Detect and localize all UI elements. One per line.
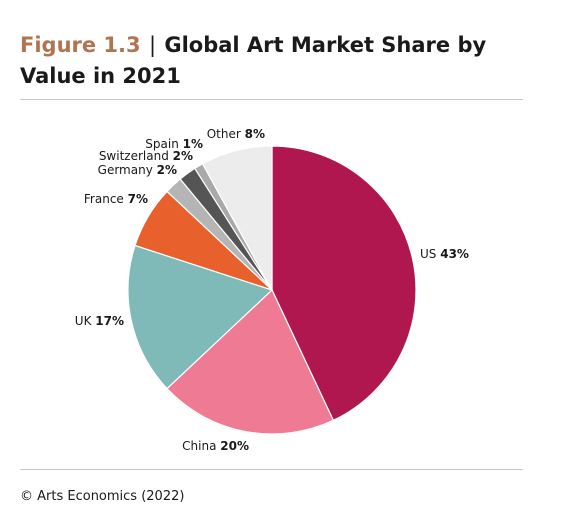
figure-header: Figure 1.3 | Global Art Market Share by … [20, 30, 530, 92]
slice-label-name: China [182, 439, 220, 453]
slice-label-name: US [420, 247, 440, 261]
slice-label-uk: UK 17% [75, 314, 124, 328]
slice-label-value: 2% [173, 149, 193, 163]
slice-label-value: 7% [128, 192, 148, 206]
pie-slice-other [201, 145, 273, 291]
pie-slice-uk [127, 244, 274, 390]
figure-label: Figure 1.3 [20, 33, 141, 57]
source-credit: © Arts Economics (2022) [20, 489, 185, 504]
slice-label-china: China 20% [182, 439, 249, 453]
slice-label-value: 2% [157, 163, 177, 177]
top-divider [20, 99, 523, 100]
slice-label-value: 43% [440, 247, 469, 261]
slice-label-us: US 43% [420, 247, 469, 261]
slice-label-name: Switzerland [99, 149, 173, 163]
slice-label-name: Spain [145, 137, 182, 151]
pie-chart: US 43% China 20% UK 17% France 7% Germany 2%… [75, 127, 469, 453]
slice-label-value: 1% [183, 137, 203, 151]
bottom-divider [20, 469, 523, 470]
pie-slices [127, 145, 417, 435]
slice-label-name: France [84, 192, 128, 206]
slice-label-value: 20% [220, 439, 249, 453]
slice-label-name: Germany [98, 163, 157, 177]
slice-label-germany: Germany 2% [98, 163, 177, 177]
pie-labels: US 43% China 20% UK 17% France 7% Germany 2%… [75, 127, 469, 453]
pie-slice-us [271, 145, 417, 422]
slice-label-spain: Spain 1% [145, 137, 203, 151]
slice-label-value: 8% [245, 127, 265, 141]
slice-label-name: UK [75, 314, 95, 328]
slice-label-other: Other 8% [207, 127, 265, 141]
slice-label-france: France 7% [84, 192, 148, 206]
pie-slice-china [166, 288, 335, 435]
slice-label-name: Other [207, 127, 245, 141]
chart-title: Global Art Market Share by Value in 2021 [20, 33, 487, 88]
slice-label-switzerland: Switzerland 2% [99, 149, 193, 163]
slice-label-value: 17% [95, 314, 124, 328]
header-separator: | [148, 33, 157, 57]
